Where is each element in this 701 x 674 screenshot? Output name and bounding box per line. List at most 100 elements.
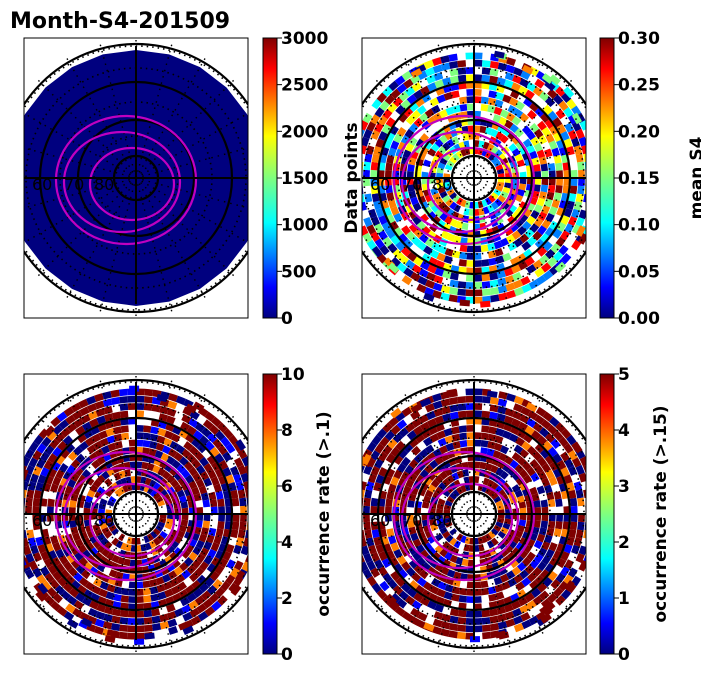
heat-cell bbox=[495, 630, 507, 639]
heat-cell bbox=[474, 603, 482, 611]
heat-cell bbox=[533, 203, 543, 214]
heat-cell bbox=[400, 582, 412, 593]
heat-cell bbox=[413, 425, 424, 436]
heat-cell bbox=[119, 609, 129, 618]
heat-cell bbox=[575, 489, 584, 499]
heat-cell bbox=[421, 589, 432, 599]
heat-cell bbox=[106, 435, 116, 444]
heat-cell bbox=[458, 96, 468, 105]
heat-cell bbox=[490, 482, 499, 491]
heat-cell bbox=[564, 458, 574, 469]
heat-cell bbox=[466, 588, 474, 596]
heat-cell bbox=[209, 592, 220, 604]
heat-cell bbox=[426, 600, 437, 610]
heat-cell bbox=[141, 461, 149, 470]
heat-cell bbox=[193, 430, 204, 441]
heat-cell bbox=[417, 275, 428, 286]
auroral-oval bbox=[62, 130, 182, 234]
heat-cell bbox=[466, 252, 474, 260]
heat-cell bbox=[150, 426, 160, 435]
heat-cell bbox=[150, 593, 160, 602]
heat-cell bbox=[204, 576, 215, 588]
heat-cell bbox=[25, 505, 32, 514]
auroral-oval bbox=[62, 466, 182, 570]
heat-cell bbox=[460, 573, 468, 581]
heat-cell bbox=[452, 441, 461, 450]
colorbar bbox=[599, 37, 615, 319]
heat-cell bbox=[449, 608, 459, 617]
heat-cell bbox=[573, 481, 583, 491]
heat-cell bbox=[422, 245, 433, 256]
heat-cell bbox=[493, 188, 502, 196]
heat-cell bbox=[83, 429, 94, 439]
heat-cell bbox=[488, 530, 496, 539]
heat-cell bbox=[486, 448, 495, 457]
heat-cell bbox=[212, 438, 223, 449]
heat-cell bbox=[375, 474, 385, 485]
heat-cell bbox=[154, 450, 164, 459]
latitude-label: 60 bbox=[32, 175, 52, 194]
heat-cell bbox=[519, 604, 530, 614]
heat-cell bbox=[541, 126, 552, 137]
heat-cell bbox=[540, 184, 549, 193]
heat-cell bbox=[410, 410, 421, 421]
heat-cell bbox=[426, 418, 437, 428]
heat-cell bbox=[481, 259, 490, 267]
heat-cell bbox=[474, 581, 482, 589]
heat-cell bbox=[538, 527, 547, 536]
heat-cell bbox=[408, 190, 417, 199]
heat-cell bbox=[532, 259, 544, 270]
heat-cell bbox=[434, 533, 444, 542]
heat-cell bbox=[553, 154, 562, 164]
heat-cell bbox=[432, 64, 443, 74]
heat-cell bbox=[507, 215, 517, 225]
heat-cell bbox=[416, 221, 427, 231]
heat-cell bbox=[519, 171, 527, 178]
heat-cell bbox=[55, 563, 66, 574]
heat-cell bbox=[418, 569, 429, 580]
heat-cell bbox=[386, 490, 395, 500]
heat-cell bbox=[516, 495, 525, 504]
heat-cell bbox=[362, 120, 369, 131]
heat-cell bbox=[213, 483, 222, 493]
heat-cell bbox=[440, 628, 450, 637]
heat-cell bbox=[516, 159, 525, 168]
heat-cell bbox=[547, 110, 558, 121]
heat-cell bbox=[76, 433, 87, 444]
heat-cell bbox=[553, 528, 562, 538]
heat-cell bbox=[474, 252, 482, 260]
heat-cell bbox=[130, 476, 136, 484]
heat-cell bbox=[168, 393, 179, 402]
heat-cell bbox=[398, 590, 409, 601]
heat-cell bbox=[127, 395, 136, 403]
heat-cell bbox=[136, 395, 145, 403]
heat-cell bbox=[490, 464, 499, 474]
heat-cell bbox=[492, 450, 502, 459]
heat-cell bbox=[385, 117, 396, 128]
heat-cell bbox=[567, 567, 578, 578]
heat-cell bbox=[553, 192, 562, 202]
heat-cell bbox=[162, 470, 171, 480]
heat-cell bbox=[165, 603, 176, 613]
heat-cell bbox=[417, 70, 428, 81]
heat-cell bbox=[202, 419, 214, 430]
heat-cell bbox=[544, 248, 556, 260]
heat-cell bbox=[513, 108, 524, 119]
heat-cell bbox=[65, 603, 76, 614]
heat-cell bbox=[482, 141, 490, 150]
heat-cell bbox=[181, 569, 192, 580]
heat-cell bbox=[500, 470, 509, 480]
heat-cell bbox=[474, 52, 483, 60]
heat-cell bbox=[423, 495, 432, 504]
heat-cell bbox=[481, 609, 491, 618]
heat-cell bbox=[385, 453, 396, 464]
heat-cell bbox=[370, 505, 378, 514]
heat-cell bbox=[371, 245, 383, 258]
heat-cell bbox=[349, 514, 356, 523]
heat-cell bbox=[537, 225, 547, 236]
heat-cell bbox=[118, 486, 126, 495]
heat-cell bbox=[593, 169, 600, 178]
heat-cell bbox=[424, 279, 435, 289]
heat-cell bbox=[88, 600, 99, 610]
heat-cell bbox=[411, 417, 422, 428]
